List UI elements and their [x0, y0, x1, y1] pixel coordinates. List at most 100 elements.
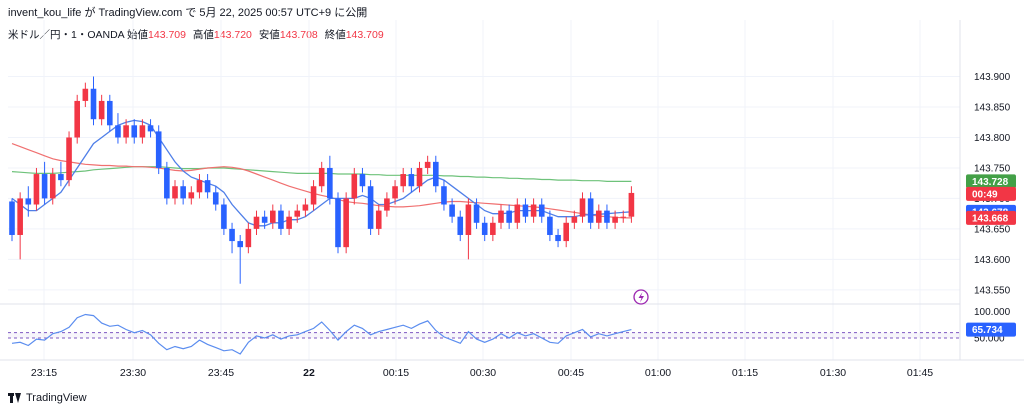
candle-body	[147, 125, 154, 132]
x-tick-label: 01:30	[820, 367, 846, 379]
y-tick-label: 143.850	[974, 103, 1011, 114]
candle-body	[375, 210, 382, 229]
candle-body	[90, 88, 97, 120]
price-badge	[966, 174, 1016, 189]
candle-body	[25, 198, 32, 205]
price-badge	[966, 210, 1016, 225]
candle-body	[457, 216, 464, 235]
candle-body	[327, 167, 333, 199]
candle-body	[473, 204, 480, 223]
x-tick-label: 00:45	[558, 367, 584, 379]
rsi-y-tick-label: 50.000	[974, 334, 1005, 345]
candle-body	[98, 100, 105, 120]
candle-body	[498, 210, 504, 223]
candle-body	[237, 241, 243, 248]
brand-label: TradingView	[26, 392, 87, 404]
attribution-line: invent_kou_life が TradingView.com で 5月 2…	[8, 7, 368, 19]
candle-body	[164, 167, 170, 199]
alert-flash-icon[interactable]	[633, 289, 649, 305]
x-tick-label: 01:15	[732, 367, 758, 379]
y-tick-label: 143.900	[974, 72, 1011, 83]
candle-body	[465, 204, 472, 235]
candle-body	[490, 222, 496, 235]
candle-body	[530, 204, 537, 217]
high-label: 高値	[192, 29, 214, 41]
rsi-band	[8, 332, 960, 338]
flash-glyph-icon	[638, 292, 644, 303]
candle-body	[596, 210, 602, 223]
candle-body	[261, 216, 268, 223]
x-tick-label: 22	[303, 367, 315, 379]
x-tick-label: 23:15	[31, 367, 57, 379]
candle-body	[270, 210, 276, 223]
candle-body	[107, 100, 113, 126]
candle-body	[294, 210, 301, 217]
candle-body	[82, 88, 89, 101]
candle-body	[49, 174, 56, 199]
candle-body	[302, 204, 309, 211]
y-tick-label: 143.650	[974, 224, 1011, 235]
candle-body	[41, 174, 48, 199]
candle-body	[172, 186, 178, 199]
candle-body	[522, 204, 529, 217]
low-value: 143.708	[279, 29, 318, 41]
candle-body	[196, 180, 203, 193]
candle-body	[359, 174, 366, 187]
close-value: 143.709	[345, 29, 384, 41]
candle-body	[604, 210, 610, 223]
candle-body	[351, 174, 358, 199]
x-tick-label: 01:45	[907, 367, 933, 379]
candle-body	[514, 204, 521, 223]
candle-body	[278, 210, 284, 229]
rsi-line	[11, 313, 632, 355]
candle-body	[555, 234, 561, 242]
open-value: 143.709	[148, 29, 186, 41]
rsi-value-badge	[966, 322, 1016, 337]
candle-body	[123, 125, 129, 138]
price-badge-label: 143.728	[972, 177, 1009, 188]
candle-body	[384, 198, 390, 211]
candle-body	[408, 174, 415, 187]
candle-body	[188, 192, 195, 199]
candle-body	[17, 198, 23, 235]
candle-body	[33, 174, 40, 205]
x-tick-label: 00:15	[383, 367, 409, 379]
candle-body	[245, 228, 252, 248]
candle-body	[612, 216, 618, 223]
x-tick-label: 23:30	[120, 367, 146, 379]
candle-body	[343, 198, 349, 248]
candle-body	[571, 216, 578, 223]
candle-body	[628, 192, 635, 217]
candle-body	[204, 180, 211, 193]
rsi-value-label: 65.734	[972, 325, 1003, 336]
candle-body	[481, 222, 488, 235]
low-label: 安値	[258, 29, 280, 41]
footer-brand: TradingView	[8, 392, 87, 404]
candle-body	[229, 228, 235, 242]
candle-body	[433, 161, 439, 187]
x-tick-label: 00:30	[470, 367, 496, 379]
candle-body	[587, 198, 594, 223]
open-label: 始値	[127, 29, 149, 41]
candle-body	[131, 125, 138, 138]
candle-body	[449, 204, 455, 217]
rsi-y-tick-label: 100.000	[974, 307, 1011, 318]
candle-body	[392, 186, 398, 199]
candle-body	[318, 167, 325, 187]
candle-body	[400, 174, 406, 187]
close-label: 終値	[324, 29, 346, 41]
candle-body	[620, 216, 627, 218]
candle-body	[253, 216, 260, 229]
price-badge-label: 00:49	[972, 189, 998, 200]
high-value: 143.720	[213, 29, 252, 41]
y-tick-label: 143.750	[974, 163, 1011, 174]
candle-body	[335, 198, 341, 248]
candle-body	[367, 186, 374, 229]
price-badge	[966, 186, 1016, 201]
candle-body	[563, 222, 569, 242]
candle-body	[416, 167, 423, 187]
candle-body	[155, 131, 162, 168]
candle-body	[579, 198, 586, 217]
candle-body	[547, 216, 553, 235]
